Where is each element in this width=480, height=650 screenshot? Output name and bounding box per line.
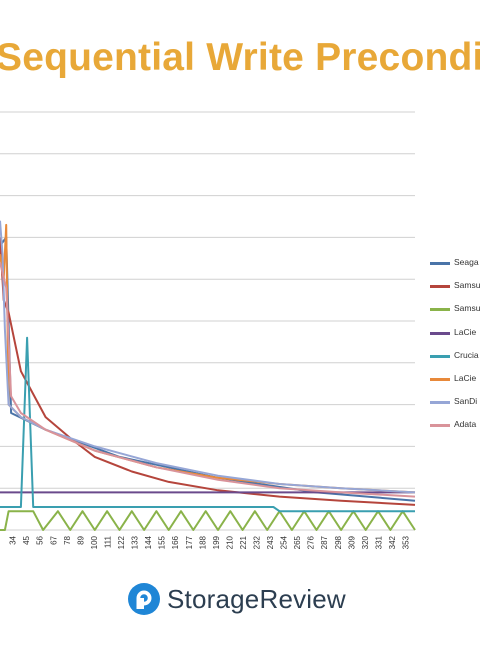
x-tick-label: 56: [36, 535, 45, 544]
x-tick-label: 67: [49, 535, 58, 544]
legend-swatch: [430, 377, 450, 381]
x-tick-label: 276: [307, 535, 316, 549]
legend-swatch: [430, 401, 450, 405]
legend-swatch: [430, 308, 450, 312]
legend-item: Samsu: [430, 275, 480, 298]
legend-swatch: [430, 424, 450, 428]
legend-label: LaCie: [454, 372, 477, 383]
storagereview-logo-icon: [128, 583, 160, 615]
legend-swatch: [430, 331, 450, 335]
x-tick-label: 155: [158, 535, 167, 549]
legend-item: Samsu: [430, 298, 480, 321]
x-tick-label: 287: [320, 535, 329, 549]
page-title: Sequential Write Precondi: [0, 36, 480, 79]
legend-label: Samsu: [454, 280, 480, 291]
series-line-7: [0, 220, 416, 494]
x-tick-label: 342: [388, 535, 397, 549]
legend-swatch: [430, 354, 450, 358]
x-tick-label: 232: [252, 535, 261, 549]
x-tick-label: 111: [103, 535, 112, 548]
x-tick-label: 166: [171, 535, 180, 549]
x-tick-label: 254: [280, 535, 289, 549]
legend-label: SanDi: [454, 396, 478, 407]
x-tick-label: 188: [198, 535, 207, 549]
legend-item: LaCie: [430, 322, 480, 345]
legend-label: Crucia: [454, 349, 479, 360]
x-tick-label: 199: [212, 535, 221, 549]
x-tick-label: 309: [347, 535, 356, 549]
x-tick-label: 298: [334, 535, 343, 549]
x-tick-label: 353: [401, 535, 410, 549]
series-line-5: [0, 336, 415, 513]
x-tick-label: 265: [293, 535, 302, 549]
chart-legend: Seaga Samsu Samsu LaCie Crucia LaCie SanDi Adat…: [430, 252, 480, 438]
legend-label: Adata: [454, 419, 477, 430]
series-line-3: [0, 510, 416, 531]
brand-name: StorageReview: [167, 584, 346, 614]
series-line-6: [0, 223, 416, 494]
legend-item: Seaga: [430, 252, 480, 275]
legend-item: SanDi: [430, 391, 480, 414]
x-tick-label: 133: [131, 535, 140, 549]
chart-series: [0, 220, 416, 531]
series-line-2: [0, 237, 416, 506]
legend-label: LaCie: [454, 326, 477, 337]
chart-grid: [0, 111, 415, 531]
legend-swatch: [430, 262, 450, 265]
x-tick-label: 100: [90, 535, 99, 549]
legend-label: Samsu: [454, 303, 480, 314]
x-tick-label: 243: [266, 535, 275, 549]
legend-item: Crucia: [430, 345, 480, 368]
x-tick-label: 34: [9, 535, 18, 544]
x-tick-label: 320: [361, 535, 370, 549]
x-tick-label: 78: [63, 535, 72, 544]
series-line-1: [0, 236, 416, 502]
legend-swatch: [430, 285, 450, 289]
legend-item: LaCie: [430, 368, 480, 391]
x-tick-label: 177: [185, 535, 194, 549]
series-line-8: [0, 262, 416, 498]
x-tick-label: 144: [144, 535, 153, 549]
legend-label: Seaga: [454, 257, 479, 267]
x-tick-label: 221: [239, 535, 248, 549]
x-tick-label: 331: [374, 535, 383, 549]
x-tick-label: 45: [22, 535, 31, 544]
x-tick-label: 210: [225, 535, 234, 549]
legend-item: Adata: [430, 414, 480, 437]
x-tick-label: 122: [117, 535, 126, 549]
x-tick-label: 89: [76, 535, 85, 544]
x-axis-ticks: 34 45 56 67 78 89 100 111 122 133 144 155 166 177 188 1…: [9, 535, 411, 549]
